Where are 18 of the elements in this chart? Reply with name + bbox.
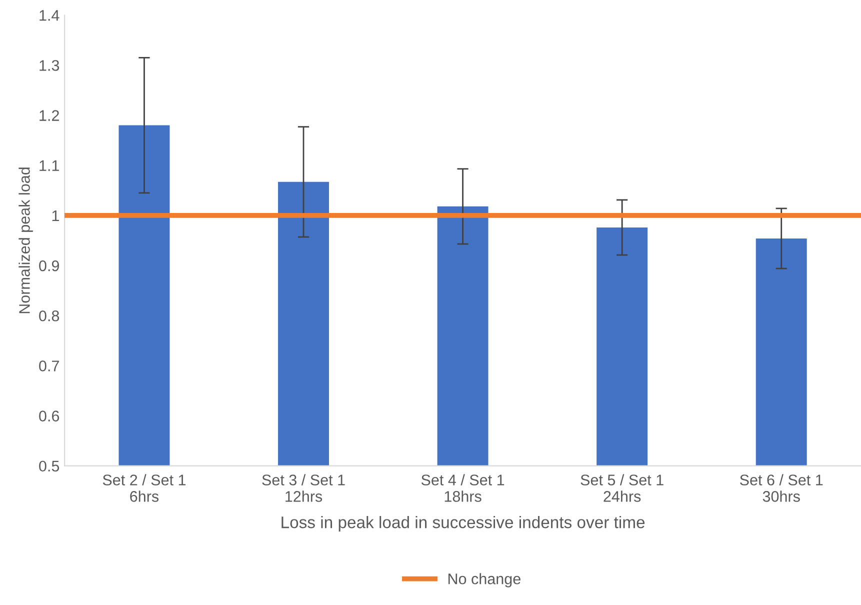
y-tick-label: 1.4 [40, 10, 60, 21]
y-tick-label: 1 [52, 210, 59, 221]
x-tick-label: Set 3 / Set 1 12hrs [262, 474, 345, 502]
x-tick-label: Set 5 / Set 1 24hrs [580, 474, 664, 502]
y-axis-title: Normalized peak load [18, 168, 33, 314]
y-tick-label: 1.3 [40, 60, 60, 71]
x-axis-title: Loss in peak load in successive indents over time [282, 516, 645, 532]
x-tick-label: Set 4 / Set 1 18hrs [421, 474, 504, 502]
y-tick-label: 1.2 [40, 110, 59, 121]
y-tick-label: 0.5 [39, 460, 60, 472]
y-tick-label: 0.9 [39, 260, 59, 272]
y-tick-label: 0.8 [39, 310, 60, 322]
legend-label: No change [448, 573, 520, 588]
y-tick-label: 0.6 [39, 410, 60, 422]
y-tick-label: 0.7 [39, 360, 59, 372]
x-tick-label: Set 2 / Set 1 6hrs [102, 474, 186, 502]
y-tick-label: 1.1 [40, 160, 59, 171]
x-tick-label: Set 6 / Set 1 30hrs [740, 474, 823, 502]
